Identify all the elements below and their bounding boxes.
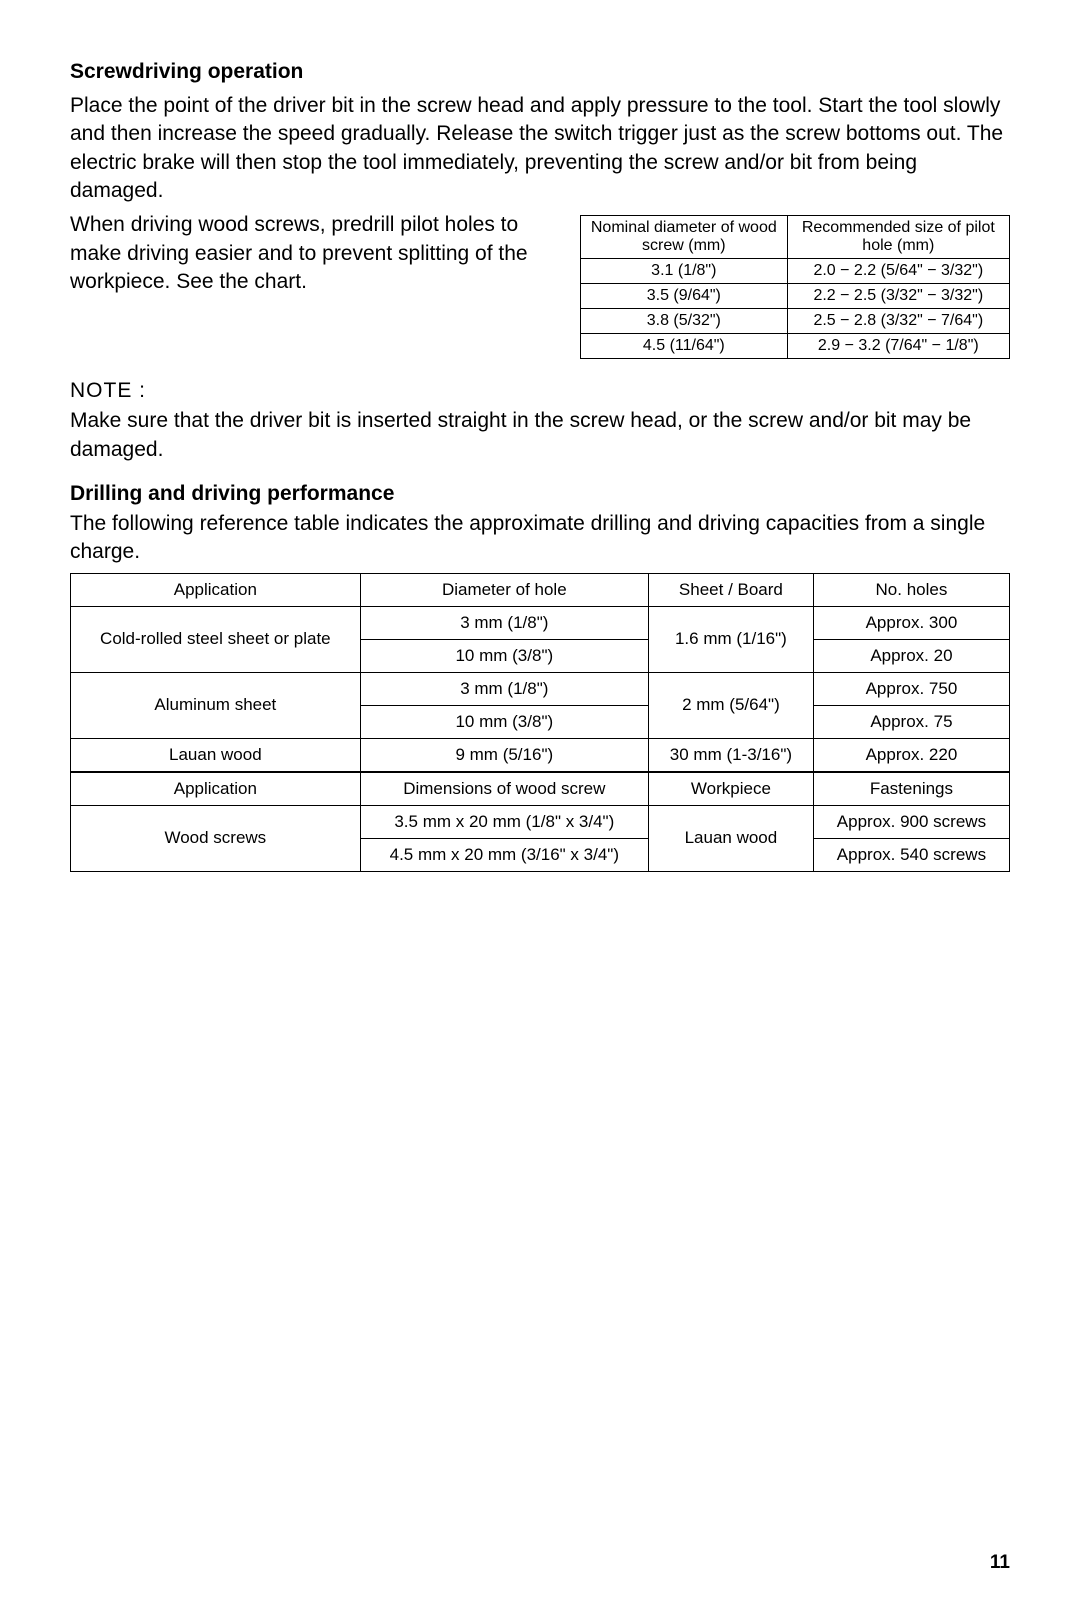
pilot-section: Nominal diameter of wood screw (mm) Reco… [70,211,1010,359]
table-header: Sheet / Board [648,573,813,606]
table-header: No. holes [813,573,1009,606]
table-cell: Lauan wood [71,738,361,772]
table-cell: 9 mm (5/16") [360,738,648,772]
table-cell: 2.0 − 2.2 (5/64" − 3/32") [787,259,1009,284]
table-cell: Cold-rolled steel sheet or plate [71,606,361,672]
section-heading: Drilling and driving performance [70,482,1010,506]
table-header: Recommended size of pilot hole (mm) [787,216,1009,259]
table-cell: Lauan wood [648,805,813,871]
table-cell: 3 mm (1/8") [360,672,648,705]
section-heading: Screwdriving operation [70,60,1010,84]
page-number: 11 [70,1552,1010,1574]
table-cell: 3.5 mm x 20 mm (1/8" x 3/4") [360,805,648,838]
table-header: Application [71,573,361,606]
table-cell: 2.5 − 2.8 (3/32" − 7/64") [787,309,1009,334]
table-cell: Approx. 20 [813,639,1009,672]
table-cell: 3.5 (9/64") [581,284,788,309]
table-header: Application [71,772,361,806]
table-cell: Approx. 300 [813,606,1009,639]
table-cell: 30 mm (1-3/16") [648,738,813,772]
table-cell: Approx. 220 [813,738,1009,772]
table-header: Diameter of hole [360,573,648,606]
pilot-hole-table: Nominal diameter of wood screw (mm) Reco… [580,215,1010,359]
body-paragraph: The following reference table indicates … [70,510,1010,567]
table-header: Nominal diameter of wood screw (mm) [581,216,788,259]
table-header: Dimensions of wood screw [360,772,648,806]
table-cell: 4.5 (11/64") [581,334,788,359]
table-cell: 10 mm (3/8") [360,705,648,738]
table-cell: 4.5 mm x 20 mm (3/16" x 3/4") [360,838,648,871]
table-cell: Approx. 900 screws [813,805,1009,838]
table-cell: 2 mm (5/64") [648,672,813,738]
table-cell: 2.9 − 3.2 (7/64" − 1/8") [787,334,1009,359]
note-heading: NOTE : [70,379,1010,403]
table-header: Fastenings [813,772,1009,806]
performance-table: Application Diameter of hole Sheet / Boa… [70,573,1010,872]
table-cell: 3 mm (1/8") [360,606,648,639]
note-text: Make sure that the driver bit is inserte… [70,407,1010,464]
table-header: Workpiece [648,772,813,806]
table-cell: 1.6 mm (1/16") [648,606,813,672]
table-cell: 3.1 (1/8") [581,259,788,284]
table-cell: Wood screws [71,805,361,871]
body-paragraph: Place the point of the driver bit in the… [70,92,1010,205]
table-cell: Approx. 75 [813,705,1009,738]
table-cell: 10 mm (3/8") [360,639,648,672]
table-cell: Approx. 750 [813,672,1009,705]
table-cell: 2.2 − 2.5 (3/32" − 3/32") [787,284,1009,309]
table-cell: Aluminum sheet [71,672,361,738]
table-cell: Approx. 540 screws [813,838,1009,871]
table-cell: 3.8 (5/32") [581,309,788,334]
